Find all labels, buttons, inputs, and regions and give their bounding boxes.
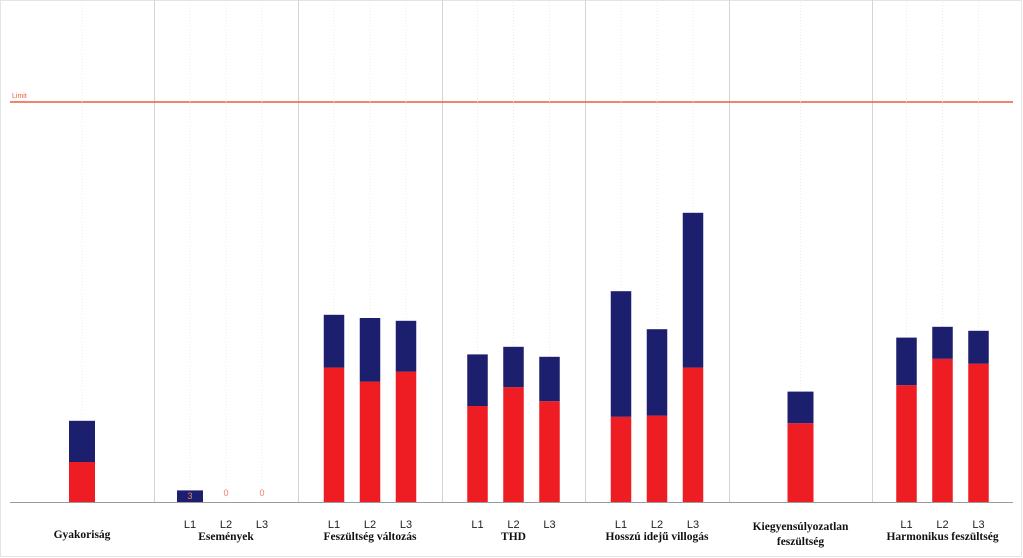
bar-bottom-segment (467, 406, 488, 502)
bar-bottom-segment (646, 415, 668, 502)
group-label: THD (501, 531, 526, 543)
x-tick-label: L1 (184, 519, 196, 531)
bar-bottom-segment (503, 387, 524, 502)
group-label: Események (198, 531, 254, 543)
x-tick-label: L2 (364, 519, 376, 531)
x-tick-label: L1 (328, 519, 340, 531)
bar-top-segment (395, 320, 417, 372)
bar-bottom-segment (539, 401, 560, 502)
x-tick-label: L2 (936, 519, 948, 531)
x-tick-label: L1 (471, 519, 483, 531)
bar-bottom-segment (896, 385, 917, 502)
bar-top-segment (968, 330, 989, 364)
x-tick-label: L3 (400, 519, 412, 531)
x-tick-label: L3 (543, 519, 555, 531)
bar-top-segment (359, 318, 381, 382)
x-tick-label: L1 (900, 519, 912, 531)
group-label: Gyakoriság (54, 529, 111, 541)
bar-value-label: 0 (223, 488, 228, 498)
bar-top-segment (69, 420, 95, 462)
group-label: Hosszú idejű villogás (606, 531, 709, 543)
bar-bottom-segment (682, 367, 704, 502)
bar-top-segment (610, 291, 632, 417)
group-label: Harmonikus feszültség (886, 531, 998, 543)
bar-top-segment (646, 329, 668, 416)
bar-bottom-segment (932, 358, 953, 502)
bar-top-segment (503, 346, 524, 388)
x-tick-label: L2 (220, 519, 232, 531)
x-tick-label: L3 (687, 519, 699, 531)
x-tick-label: L1 (615, 519, 627, 531)
bar-value-label: 3 (187, 491, 192, 501)
group-label: Kiegyensúlyozatlan (753, 521, 849, 533)
bar-bottom-segment (395, 371, 417, 502)
group-label: Feszültség változás (324, 531, 417, 543)
group-label: feszültség (777, 536, 825, 548)
bar-top-segment (467, 354, 488, 406)
bar-top-segment (323, 314, 345, 368)
bar-top-segment (539, 356, 560, 402)
bar-bottom-segment (323, 367, 345, 502)
limit-label: Limit (12, 93, 27, 100)
x-tick-label: L2 (507, 519, 519, 531)
bar-bottom-segment (787, 423, 814, 502)
bar-bottom-segment (69, 462, 95, 502)
bar-bottom-segment (968, 363, 989, 502)
bar-top-segment (896, 337, 917, 386)
bar-top-segment (682, 212, 704, 368)
bar-top-segment (177, 490, 203, 502)
bar-top-segment (932, 326, 953, 359)
bar-top-segment (787, 391, 814, 424)
x-tick-label: L3 (256, 519, 268, 531)
bar-bottom-segment (610, 416, 632, 502)
bar-value-label: 0 (259, 488, 264, 498)
bar-bottom-segment (359, 381, 381, 502)
x-tick-label: L3 (972, 519, 984, 531)
x-tick-label: L2 (651, 519, 663, 531)
